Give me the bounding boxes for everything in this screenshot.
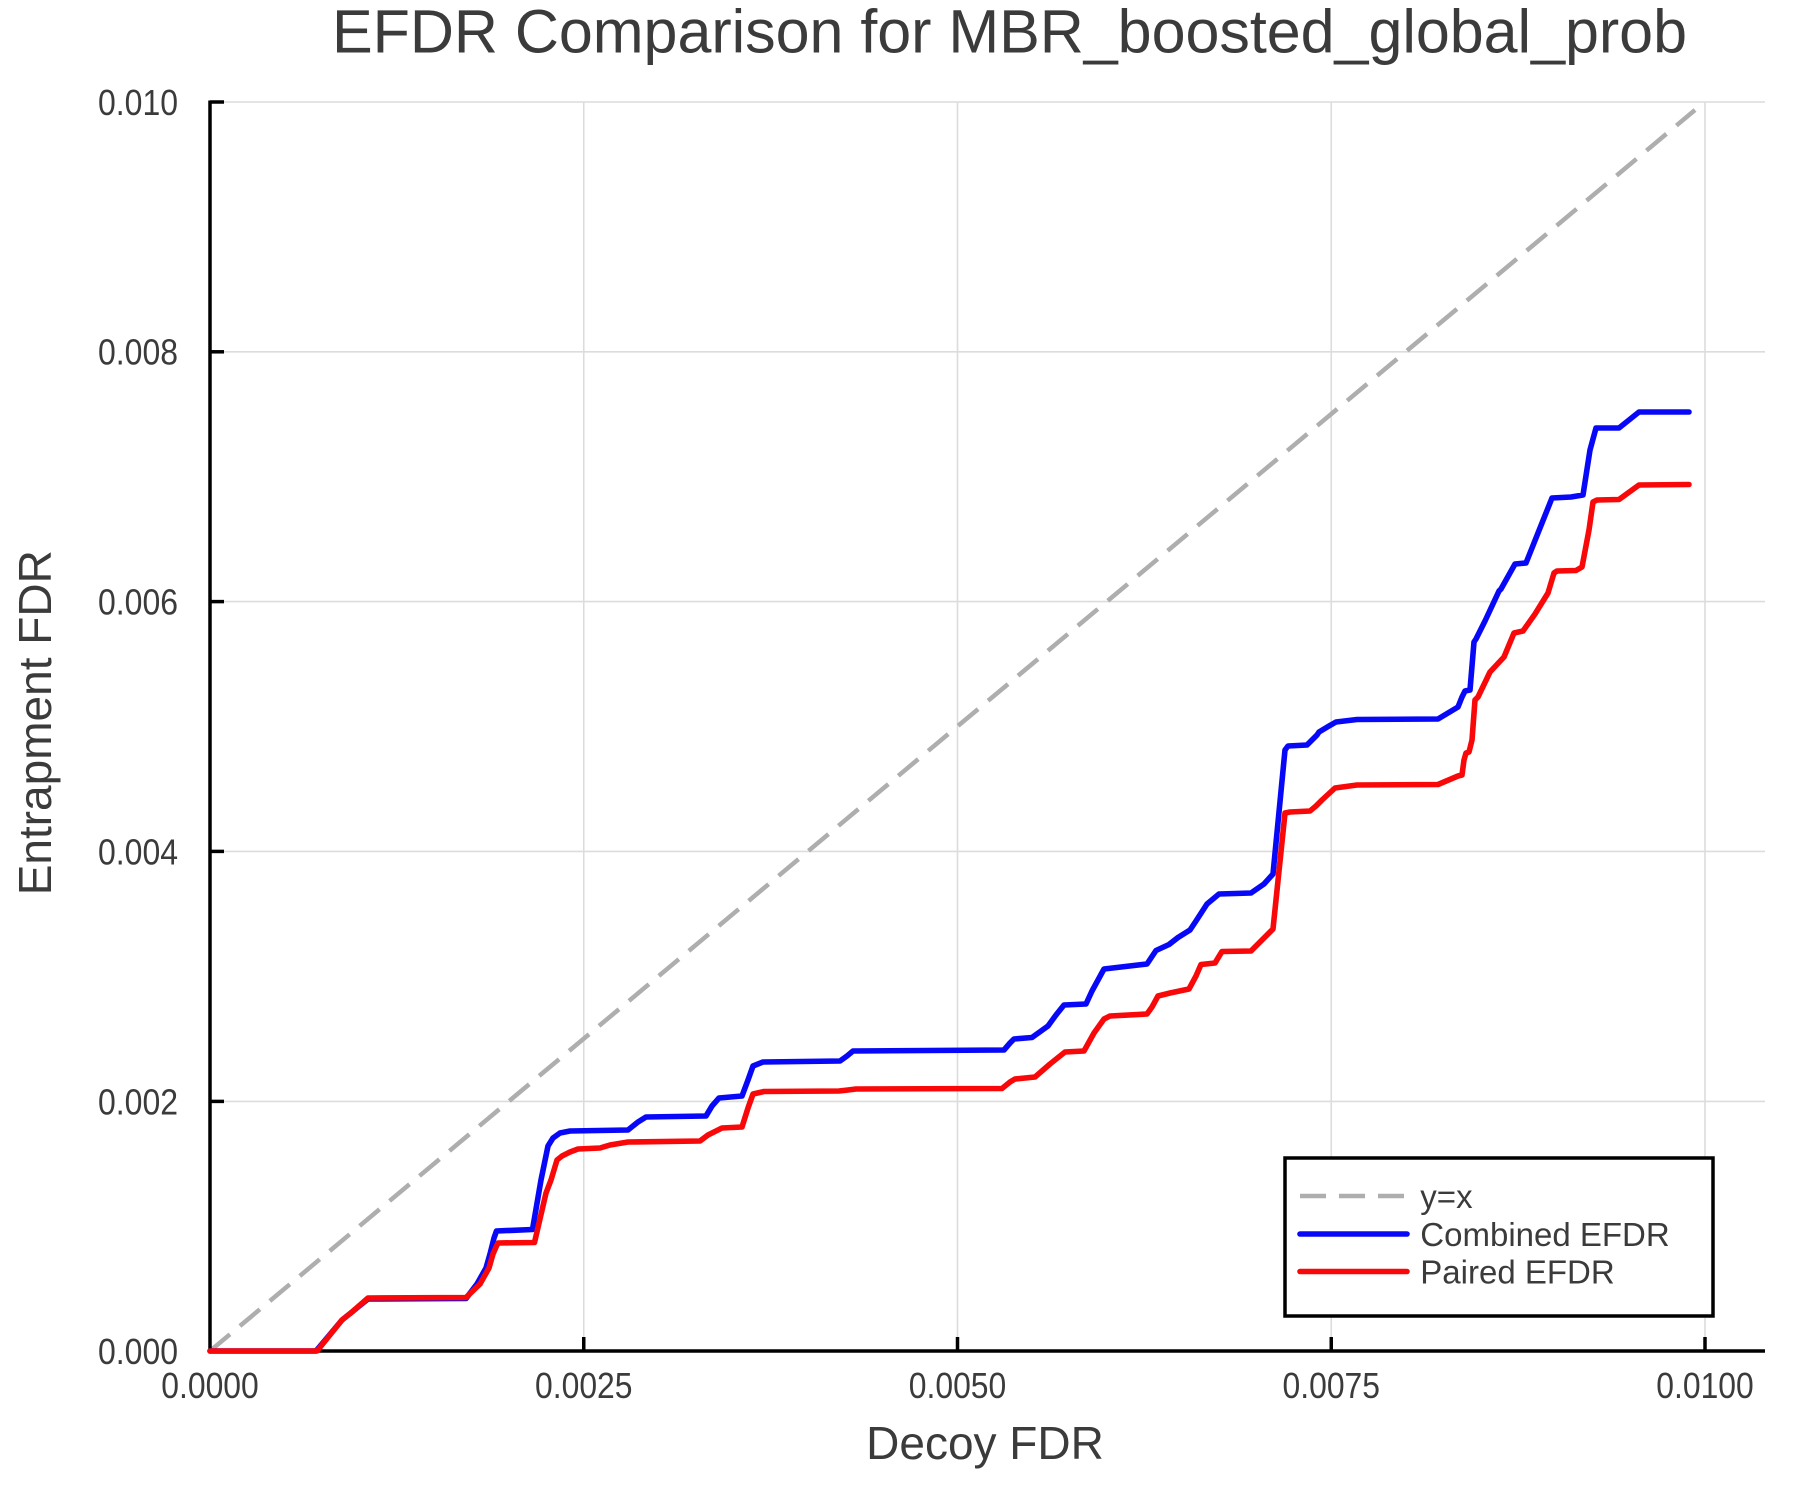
svg-text:0.004: 0.004 xyxy=(98,831,178,872)
svg-text:0.002: 0.002 xyxy=(98,1081,178,1122)
svg-text:0.0075: 0.0075 xyxy=(1283,1365,1381,1406)
svg-text:EFDR Comparison for MBR_booste: EFDR Comparison for MBR_boosted_global_p… xyxy=(332,0,1687,66)
svg-text:0.008: 0.008 xyxy=(98,332,178,373)
svg-text:0.000: 0.000 xyxy=(98,1331,178,1372)
svg-text:Paired EFDR: Paired EFDR xyxy=(1420,1253,1614,1290)
svg-text:Entrapment FDR: Entrapment FDR xyxy=(9,550,61,895)
svg-text:0.0100: 0.0100 xyxy=(1656,1365,1754,1406)
svg-text:0.0025: 0.0025 xyxy=(535,1365,633,1406)
svg-text:Combined EFDR: Combined EFDR xyxy=(1420,1216,1669,1253)
svg-text:0.0050: 0.0050 xyxy=(909,1365,1007,1406)
svg-text:0.006: 0.006 xyxy=(98,582,178,623)
svg-text:y=x: y=x xyxy=(1420,1178,1473,1215)
svg-text:0.010: 0.010 xyxy=(98,82,178,123)
svg-text:0.0000: 0.0000 xyxy=(161,1365,259,1406)
svg-text:Decoy FDR: Decoy FDR xyxy=(866,1417,1104,1469)
